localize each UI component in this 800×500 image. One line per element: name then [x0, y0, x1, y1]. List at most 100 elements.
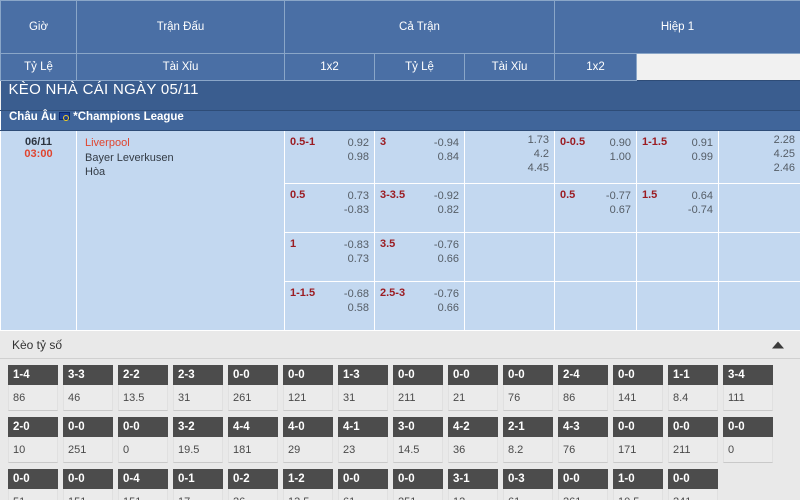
odds-value[interactable]: -0.76	[433, 239, 459, 251]
score-odd-value[interactable]: 36	[448, 437, 498, 463]
cell-half-overunder[interactable]: 1-1.5 0.91 0.99	[636, 130, 719, 184]
score-odd-value[interactable]: 29	[283, 437, 333, 463]
odds-value[interactable]: -0.76	[433, 288, 459, 300]
score-odds-tile[interactable]: 1-3 31	[338, 365, 388, 411]
odds-value[interactable]: -0.77	[605, 190, 631, 202]
odds-value[interactable]: 0.64	[691, 190, 713, 202]
odds-value[interactable]: 0.99	[691, 151, 713, 163]
score-odd-value[interactable]: 241	[668, 489, 718, 500]
score-odds-tile[interactable]: 1-010.5	[613, 469, 663, 500]
score-odds-tile[interactable]: 0-0 141	[613, 365, 663, 411]
score-odd-value[interactable]: 151	[63, 489, 113, 500]
odds-value[interactable]: -0.83	[343, 239, 369, 251]
score-odds-tile[interactable]: 0-0 76	[503, 365, 553, 411]
score-odd-value[interactable]: 8.2	[503, 437, 553, 463]
odds-value[interactable]: 4.2	[533, 148, 549, 160]
score-odd-value[interactable]: 21	[448, 385, 498, 411]
odds-value[interactable]: 0.73	[347, 190, 369, 202]
score-odds-tile[interactable]: 1-4 86	[8, 365, 58, 411]
score-odd-value[interactable]: 14.5	[393, 437, 443, 463]
score-odds-tile[interactable]: 0-0 0	[118, 417, 168, 463]
chevron-up-icon[interactable]	[772, 341, 784, 348]
score-odd-value[interactable]: 251	[63, 437, 113, 463]
cell-full-1x2[interactable]: 1.73 4.2 4.45	[464, 130, 555, 184]
cell-full-handicap[interactable]: 0.5-1 0.92 0.98	[284, 130, 375, 184]
score-odd-value[interactable]: 261	[558, 489, 608, 500]
odds-value[interactable]: 0.90	[609, 137, 631, 149]
score-odds-tile[interactable]: 0-4151	[118, 469, 168, 500]
score-odd-value[interactable]: 86	[8, 385, 58, 411]
league-row[interactable]: Châu Âu *Champions League	[0, 110, 800, 131]
odds-value[interactable]: 0.98	[347, 151, 369, 163]
cell-half-1x2[interactable]: 2.28 4.25 2.46	[718, 130, 800, 184]
odds-value[interactable]: 0.58	[347, 302, 369, 314]
odds-value[interactable]: 0.73	[347, 253, 369, 265]
score-odd-value[interactable]: 121	[283, 385, 333, 411]
score-odds-tile[interactable]: 1-1 8.4	[668, 365, 718, 411]
score-odds-tile[interactable]: 4-4 181	[228, 417, 278, 463]
score-odd-value[interactable]: 111	[723, 385, 773, 411]
score-odd-value[interactable]: 61	[503, 489, 553, 500]
score-odd-value[interactable]: 151	[118, 489, 168, 500]
score-odd-value[interactable]: 23	[338, 437, 388, 463]
score-odds-tile[interactable]: 2-0 10	[8, 417, 58, 463]
score-odds-tile[interactable]: 2-2 13.5	[118, 365, 168, 411]
odds-value[interactable]: -0.83	[343, 204, 369, 216]
table-row[interactable]: 1-1.5 -0.68 0.58 2.5-3 -0.76 0.66	[1, 281, 800, 331]
cell-full-handicap[interactable]: 0.5 0.73 -0.83	[284, 183, 375, 233]
score-odd-value[interactable]: 10.5	[613, 489, 663, 500]
score-odds-tile[interactable]: 0-061	[338, 469, 388, 500]
score-odds-tile[interactable]: 3-3 46	[63, 365, 113, 411]
odds-value[interactable]: 0.66	[437, 302, 459, 314]
score-odds-tile[interactable]: 0-0 171	[613, 417, 663, 463]
score-odds-tile[interactable]: 0-0 211	[668, 417, 718, 463]
odds-value[interactable]: 0.66	[437, 253, 459, 265]
league-name[interactable]: *Champions League	[73, 111, 184, 123]
score-odd-value[interactable]: 211	[668, 437, 718, 463]
score-odd-value[interactable]: 10	[8, 437, 58, 463]
score-odd-value[interactable]: 13.5	[283, 489, 333, 500]
score-odds-tile[interactable]: 0-0 21	[448, 365, 498, 411]
score-odds-tile[interactable]: 0-0151	[63, 469, 113, 500]
cell-full-overunder[interactable]: 3-3.5 -0.92 0.82	[374, 183, 465, 233]
table-row[interactable]: 1 -0.83 0.73 3.5 -0.76 0.66	[1, 232, 800, 282]
score-odd-value[interactable]: 261	[228, 385, 278, 411]
score-odds-tile[interactable]: 4-1 23	[338, 417, 388, 463]
odds-value[interactable]: 1.73	[527, 134, 549, 146]
score-odd-value[interactable]: 61	[338, 489, 388, 500]
table-row[interactable]: 06/11 03:00 Liverpool Bayer Leverkusen H…	[0, 130, 800, 331]
score-odds-tile[interactable]: 2-4 86	[558, 365, 608, 411]
cell-full-handicap[interactable]: 1-1.5 -0.68 0.58	[284, 281, 375, 331]
score-odds-tile[interactable]: 0-0 121	[283, 365, 333, 411]
score-odds-header[interactable]: Kèo tỷ số	[0, 331, 800, 359]
cell-full-handicap[interactable]: 1 -0.83 0.73	[284, 232, 375, 282]
score-odd-value[interactable]: 19.5	[173, 437, 223, 463]
score-odds-tile[interactable]: 3-2 19.5	[173, 417, 223, 463]
score-odds-tile[interactable]: 0-361	[503, 469, 553, 500]
score-odd-value[interactable]: 171	[613, 437, 663, 463]
score-odds-tile[interactable]: 0-0 0	[723, 417, 773, 463]
score-odd-value[interactable]: 181	[228, 437, 278, 463]
odds-value[interactable]: 0.91	[691, 137, 713, 149]
score-odd-value[interactable]: 76	[503, 385, 553, 411]
score-odds-tile[interactable]: 1-213.5	[283, 469, 333, 500]
odds-value[interactable]: -0.92	[433, 190, 459, 202]
score-odds-tile[interactable]: 4-0 29	[283, 417, 333, 463]
score-odd-value[interactable]: 0	[723, 437, 773, 463]
score-odds-tile[interactable]: 3-0 14.5	[393, 417, 443, 463]
score-odd-value[interactable]: 211	[393, 385, 443, 411]
cell-full-overunder[interactable]: 3 -0.94 0.84	[374, 130, 465, 184]
score-odds-tile[interactable]: 0-0241	[668, 469, 718, 500]
cell-half-handicap[interactable]: 0-0.5 0.90 1.00	[554, 130, 637, 184]
team-home[interactable]: Liverpool	[85, 137, 130, 149]
odds-value[interactable]: 0.92	[347, 137, 369, 149]
score-odd-value[interactable]: 26	[228, 489, 278, 500]
score-odds-tile[interactable]: 0-0 211	[393, 365, 443, 411]
cell-full-overunder[interactable]: 3.5 -0.76 0.66	[374, 232, 465, 282]
score-odds-tile[interactable]: 3-112	[448, 469, 498, 500]
score-odd-value[interactable]: 8.4	[668, 385, 718, 411]
score-odd-value[interactable]: 76	[558, 437, 608, 463]
